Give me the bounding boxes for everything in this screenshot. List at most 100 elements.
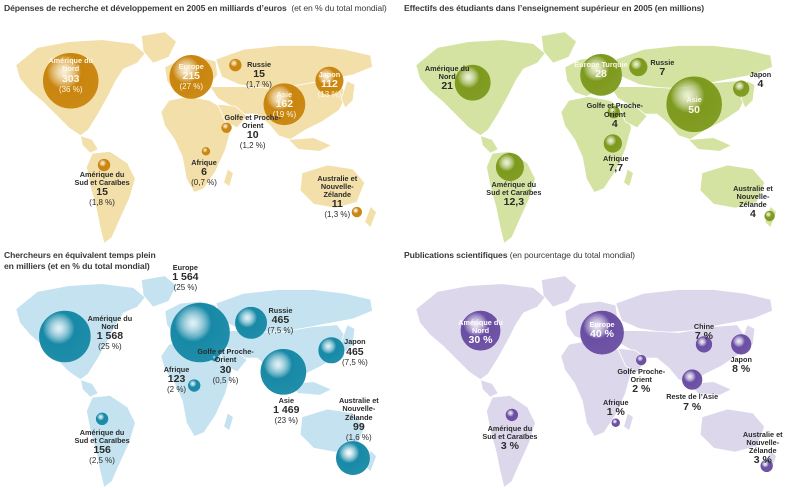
landmass — [80, 379, 99, 398]
region-label: Japon 4 — [749, 69, 772, 90]
region-name: Amérique du Sud et Caraïbes — [486, 179, 542, 197]
region-label: Golfe et Proche-Orient 30 (0,5 %) — [197, 348, 255, 385]
region-name: Golfe Proche-Orient — [617, 366, 666, 385]
landmass — [699, 408, 766, 453]
map-panel-rd-spending: Dépenses de recherche et développement e… — [0, 0, 400, 244]
region-label: Afrique 6 (0,7 %) — [191, 158, 217, 187]
region-label: Amérique du Nord 303 (36 %) — [42, 56, 100, 94]
region-name: Afrique — [602, 398, 629, 408]
region-bubble — [682, 369, 703, 390]
region-share: (1,8 %) — [89, 198, 115, 208]
landmass — [160, 96, 232, 193]
region-name: Europe — [178, 62, 204, 72]
region-bubble — [580, 310, 624, 355]
region-label: Golfe et Proche-Orient 10 (1,2 %) — [224, 113, 282, 151]
region-label: Asie 162 (19 %) — [273, 89, 297, 119]
region-label: Japon 465 (7,5 %) — [342, 338, 368, 367]
region-bubble — [39, 310, 91, 363]
region-name: Amérique du Sud et Caraïbes — [74, 169, 130, 188]
region-label: Amérique du Nord 21 — [418, 64, 476, 92]
region-name: Golfe et Proche-Orient — [224, 113, 281, 131]
region-name: Australie et Nouvelle-Zélande — [317, 173, 358, 200]
world-map — [15, 31, 377, 244]
region-bubble — [201, 147, 211, 156]
landmass — [540, 275, 578, 308]
region-name: Amérique du Nord — [48, 56, 94, 74]
region-name: Amérique du Sud et Caraïbes — [74, 427, 130, 445]
panel-title: Chercheurs en équivalent temps plein en m… — [4, 250, 156, 271]
region-share: (1,6 %) — [345, 432, 372, 442]
region-label: Amérique du Sud et Caraïbes 156 (2,5 %) — [73, 427, 131, 466]
region-label: Asie 1 469 (23 %) — [273, 396, 300, 426]
region-name: Asie — [276, 89, 293, 99]
region-bubble — [318, 337, 345, 364]
region-value: 4 — [750, 208, 756, 221]
region-value: 465 — [346, 345, 364, 358]
region-label: Golfe Proche-Orient 2 % — [612, 366, 670, 396]
region-name: Asie — [278, 396, 295, 406]
region-label: Australie et Nouvelle-Zélande 99 (1,6 %) — [330, 397, 388, 442]
landmass — [217, 103, 248, 129]
region-bubble — [695, 336, 713, 353]
region-value: 156 — [93, 444, 111, 457]
panel-title: Dépenses de recherche et développement e… — [4, 3, 387, 13]
landmass — [617, 103, 648, 129]
region-name: Amérique du Nord — [87, 313, 133, 332]
region-value: 1 568 — [96, 330, 124, 343]
landmass — [80, 135, 99, 154]
region-name: Russie — [268, 306, 293, 316]
region-label: Afrique 123 (2 %) — [164, 365, 190, 395]
landmass — [140, 275, 178, 308]
region-bubble — [263, 83, 306, 126]
region-label: Amérique du Sud et Caraïbes 15 (1,8 %) — [73, 169, 131, 208]
region-name: Chine — [693, 321, 715, 331]
region-label: Australie et Nouvelle-Zélande 4 — [724, 184, 782, 221]
region-share: (13 %) — [317, 90, 342, 100]
region-share: (2,5 %) — [89, 456, 115, 466]
region-value: 162 — [275, 97, 294, 110]
region-share: (2 %) — [166, 385, 187, 395]
panel-title: Effectifs des étudiants dans l’enseignem… — [404, 3, 705, 13]
landmass — [485, 394, 536, 488]
region-name: Amérique du Nord — [424, 64, 470, 82]
region-share: (25 %) — [98, 342, 122, 352]
region-value: 7 % — [694, 330, 713, 342]
region-name: Europe Turquie — [574, 60, 628, 70]
region-name: Afrique — [602, 154, 629, 164]
region-label: Amérique du Sud et Caraïbes 12,3 — [485, 179, 543, 208]
region-label: Australie et Nouvelle-Zélande 3 % — [734, 429, 792, 467]
landmass — [340, 80, 356, 109]
region-value: 1 469 — [273, 404, 300, 417]
region-bubble — [229, 58, 242, 72]
landmass — [560, 96, 632, 193]
landmass — [299, 164, 366, 209]
region-share: (23 %) — [274, 416, 299, 426]
region-bubble — [95, 412, 109, 426]
region-bubble — [636, 354, 647, 366]
region-value: 112 — [320, 78, 338, 91]
region-label: Europe 215 (27 %) — [178, 62, 204, 91]
landmass — [617, 347, 648, 373]
region-share: (7,5 %) — [267, 326, 294, 336]
landmass — [480, 135, 499, 154]
landmass — [480, 379, 499, 398]
region-value: 4 — [611, 117, 618, 130]
region-value: 3 % — [753, 454, 772, 467]
region-bubble — [42, 53, 99, 109]
region-name: Australie et Nouvelle-Zélande — [742, 429, 783, 455]
region-share: (1,2 %) — [239, 141, 266, 151]
region-label: Amérique du Nord 30 % — [452, 318, 510, 346]
region-value: 2 % — [632, 383, 651, 396]
region-name: Japon — [749, 69, 772, 79]
region-bubble — [603, 134, 622, 153]
landmass — [287, 137, 333, 152]
region-value: 1 % — [606, 406, 625, 419]
region-bubble — [731, 334, 752, 355]
region-value: 28 — [595, 68, 607, 81]
region-name: Australie et Nouvelle-Zélande — [338, 396, 379, 422]
region-label: Asie 50 — [686, 96, 701, 115]
region-name: Asie — [686, 95, 702, 105]
region-name: Amérique du Sud et Caraïbes — [482, 423, 538, 441]
region-value: 215 — [182, 70, 201, 83]
region-value: 7 % — [683, 400, 702, 413]
